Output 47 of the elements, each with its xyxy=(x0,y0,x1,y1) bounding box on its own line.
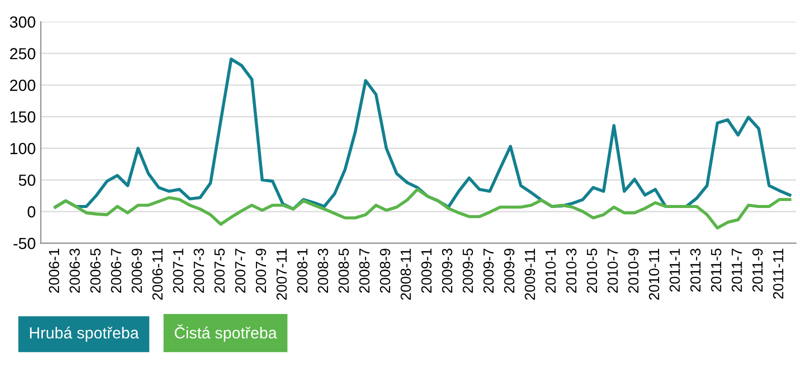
y-tick-label: 0 xyxy=(28,206,36,218)
text: Čistá spotřeba xyxy=(174,324,277,342)
x-tick-label: 2007-11 xyxy=(276,248,287,300)
text: Hrubá spotřeba xyxy=(30,326,139,342)
x-tick-label: 2009-1 xyxy=(421,248,432,293)
x-tick-label: 2010-3 xyxy=(566,248,576,293)
y-tick-label: 200 xyxy=(10,80,36,91)
y-tick-label: 250 xyxy=(10,48,36,60)
x-tick-label: 2009-9 xyxy=(504,248,514,293)
x-tick-label: 2010-11 xyxy=(648,248,660,300)
x-tick-label: 2010-5 xyxy=(586,248,598,293)
x-tick-label: 2009-3 xyxy=(442,248,452,293)
x-tick-label: 2007-1 xyxy=(173,248,184,293)
x-tick-label: 2011-9 xyxy=(752,248,763,292)
y-tick-label: -50 xyxy=(14,238,36,250)
x-tick-label: 2011-3 xyxy=(690,248,701,292)
x-tick-label: 2011-1 xyxy=(670,248,680,292)
y-tick-label: 100 xyxy=(10,142,36,154)
x-tick-label: 2008-9 xyxy=(380,248,390,293)
y-tick-label: 50 xyxy=(18,174,36,186)
x-tick-label: 2008-5 xyxy=(338,248,349,293)
x-tick-label: 2007-3 xyxy=(194,248,204,293)
x-tick-label: 2011-5 xyxy=(710,248,722,292)
x-tick-label: 2006-9 xyxy=(132,248,142,293)
x-tick-label: 2007-9 xyxy=(256,248,266,293)
x-tick-label: 2010-1 xyxy=(545,248,556,293)
x-tick-label: 2007-7 xyxy=(235,248,246,293)
x-tick-label: 2011-11 xyxy=(773,248,784,299)
x-tick-label: 2006-7 xyxy=(110,248,122,293)
x-tick-label: 2006-3 xyxy=(70,248,80,293)
y-tick-label: 150 xyxy=(10,111,36,123)
x-tick-label: 2010-9 xyxy=(628,248,639,293)
x-tick-label: 2007-5 xyxy=(214,248,225,293)
x-tick-label: 2006-5 xyxy=(90,248,101,293)
y-tick-label: 300 xyxy=(10,16,36,28)
x-tick-label: 2009-11 xyxy=(524,248,536,300)
x-tick-label: 2008-3 xyxy=(318,248,328,293)
x-tick-label: 2009-7 xyxy=(483,248,494,293)
x-tick-label: 2008-11 xyxy=(400,248,411,300)
x-tick-label: 2011-7 xyxy=(732,248,742,292)
line-series xyxy=(54,188,792,230)
x-tick-label: 2006-1 xyxy=(48,248,60,293)
x-tick-label: 2006-11 xyxy=(152,248,163,300)
x-tick-label: 2009-5 xyxy=(462,248,474,293)
x-tick-label: 2008-7 xyxy=(359,248,370,293)
x-tick-label: 2010-7 xyxy=(608,248,618,293)
x-tick-label: 2008-1 xyxy=(297,248,308,293)
